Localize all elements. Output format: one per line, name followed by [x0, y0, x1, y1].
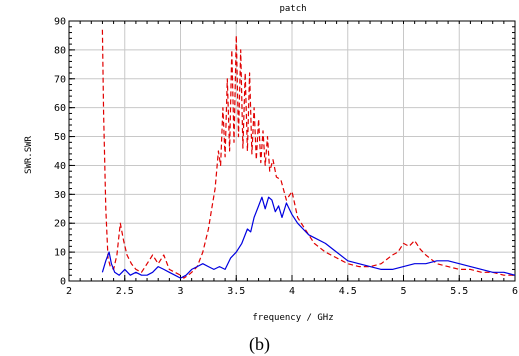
x-tick-label: 4.5: [339, 286, 357, 297]
x-axis-label: frequency / GHz: [252, 313, 333, 323]
x-tick-label: 6: [512, 286, 518, 297]
x-tick-label: 4: [289, 286, 295, 297]
y-tick-label: 60: [54, 103, 66, 114]
figure-caption: (b): [249, 334, 270, 354]
x-tick-label: 3: [177, 286, 183, 297]
x-tick-label: 3.5: [227, 286, 245, 297]
y-tick-labels: 0 10 20 30 40 50 60 70 80 90: [54, 17, 66, 288]
x-tick-labels: 2 2.5 3 3.5 4 4.5 5 5.5 6: [66, 286, 518, 297]
x-tick-label: 5.5: [450, 286, 468, 297]
y-tick-label: 80: [54, 45, 66, 56]
chart-title: patch: [279, 4, 306, 14]
grid: [69, 21, 515, 281]
series-line-blue-solid: [101, 196, 516, 279]
x-tick-label: 2.5: [116, 286, 134, 297]
series-line-red-dashed: [101, 29, 515, 279]
y-tick-label: 0: [60, 277, 66, 288]
y-tick-label: 20: [54, 219, 66, 230]
x-tick-label: 5: [400, 286, 406, 297]
series-group: [101, 29, 516, 279]
y-axis-label: SWR.SWR: [24, 135, 34, 174]
y-tick-label: 10: [54, 248, 66, 259]
y-tick-label: 40: [54, 161, 66, 172]
y-tick-label: 90: [54, 17, 66, 28]
tick-marks: [68, 20, 516, 282]
y-tick-label: 70: [54, 74, 66, 85]
y-tick-label: 30: [54, 190, 66, 201]
x-tick-label: 2: [66, 286, 72, 297]
y-tick-label: 50: [54, 132, 66, 143]
